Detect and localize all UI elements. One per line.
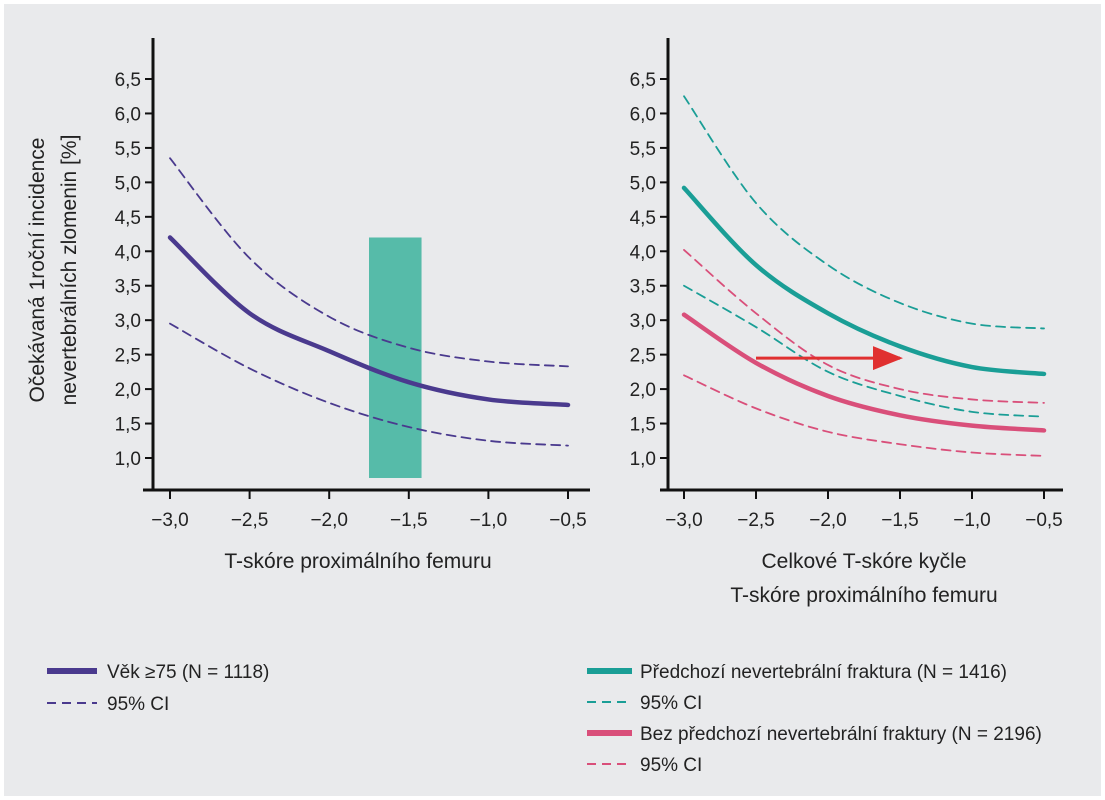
y-tick-label: 2,0	[115, 380, 141, 401]
y-tick-label: 4,0	[630, 242, 656, 263]
x-tick-label: −3,0	[665, 510, 703, 531]
x-tick-label: −0,5	[549, 510, 587, 531]
y-tick-label: 4,5	[630, 208, 656, 229]
x-tick-label: −1,5	[390, 510, 428, 531]
x-tick-label: −2,0	[310, 510, 348, 531]
y-axis-label: Očekávaná 1roční incidence	[26, 138, 49, 403]
y-tick-label: 1,0	[630, 449, 656, 470]
x-tick-label: −2,5	[737, 510, 775, 531]
legend-label: 95% CI	[640, 693, 702, 714]
series-line	[681, 185, 1047, 377]
y-axis-label: nevertebrálních zlomenin [%]	[58, 135, 81, 406]
series-line	[681, 312, 1047, 433]
y-tick-label: 6,0	[115, 104, 141, 125]
y-tick-label: 6,5	[630, 70, 656, 91]
legend-label: Bez předchozí nevertebrální fraktury (N …	[640, 724, 1042, 745]
y-tick-label: 2,5	[630, 346, 656, 367]
y-tick-label: 2,5	[115, 346, 141, 367]
x-tick-label: −1,0	[470, 510, 508, 531]
x-tick-label: −2,5	[231, 510, 269, 531]
x-tick-label: −0,5	[1025, 510, 1063, 531]
x-tick-label: −1,5	[881, 510, 919, 531]
x-axis-label: Celkové T-skóre kyčle	[761, 550, 966, 573]
ci-line	[169, 322, 569, 447]
y-tick-label: 1,5	[630, 415, 656, 436]
y-tick-label: 5,0	[115, 173, 141, 194]
series-line	[167, 235, 571, 408]
legend-label: Věk ≥75 (N = 1118)	[107, 662, 269, 683]
x-axis-label: T-skóre proximálního femuru	[224, 550, 491, 573]
ci-line	[169, 157, 569, 368]
y-tick-label: 3,0	[630, 311, 656, 332]
x-tick-label: −3,0	[151, 510, 189, 531]
legend-label: 95% CI	[107, 694, 169, 715]
ci-line	[683, 95, 1045, 330]
x-tick-label: −2,0	[809, 510, 847, 531]
x-tick-label: −1,0	[953, 510, 991, 531]
x-axis-label: T-skóre proximálního femuru	[730, 584, 997, 607]
y-tick-label: 4,0	[115, 242, 141, 263]
y-tick-label: 2,0	[630, 380, 656, 401]
highlight-band	[369, 237, 422, 478]
y-tick-label: 3,5	[630, 277, 656, 298]
y-tick-label: 3,0	[115, 311, 141, 332]
y-tick-label: 4,5	[115, 208, 141, 229]
y-tick-label: 5,0	[630, 173, 656, 194]
legend-label: 95% CI	[640, 755, 702, 776]
y-tick-label: 5,5	[630, 139, 656, 160]
y-tick-label: 6,0	[630, 104, 656, 125]
y-tick-label: 3,5	[115, 277, 141, 298]
legend-label: Předchozí nevertebrální fraktura (N = 14…	[640, 662, 1007, 683]
ci-line	[683, 284, 1045, 418]
y-tick-label: 1,0	[115, 449, 141, 470]
ci-line	[683, 374, 1045, 457]
ci-line	[683, 248, 1045, 404]
y-tick-label: 1,5	[115, 415, 141, 436]
y-tick-label: 5,5	[115, 139, 141, 160]
y-tick-label: 6,5	[115, 70, 141, 91]
